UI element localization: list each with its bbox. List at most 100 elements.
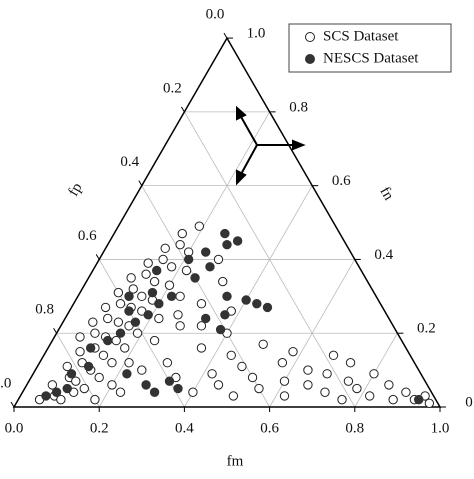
data-point [279, 391, 290, 401]
data-point [79, 383, 89, 394]
data-point [75, 346, 85, 357]
direction-arrows [236, 105, 306, 186]
data-point [75, 332, 85, 342]
data-point [365, 391, 375, 401]
data-point [183, 254, 194, 265]
data-point [320, 387, 330, 397]
data-point [173, 383, 183, 394]
data-point [113, 287, 124, 298]
data-point [88, 317, 98, 327]
data-point [241, 295, 251, 305]
data-point [164, 280, 175, 290]
fn-tick-label: 1.0 [247, 26, 266, 42]
data-point [343, 376, 354, 386]
data-point [158, 254, 168, 265]
data-point [132, 328, 143, 338]
data-point [213, 254, 224, 265]
data-point [115, 328, 126, 338]
data-point [56, 394, 66, 405]
data-point [83, 361, 94, 372]
data-point [122, 369, 132, 379]
data-point [201, 247, 211, 257]
tick-mark [95, 254, 100, 260]
data-point [160, 243, 170, 254]
data-point [66, 369, 77, 379]
data-point [166, 291, 177, 302]
fn-tick-label: 0.2 [417, 321, 436, 337]
data-point [71, 376, 81, 386]
grid-line [141, 185, 270, 408]
data-point [124, 306, 134, 316]
data-point [152, 265, 162, 276]
data-point [98, 350, 109, 361]
data-point [175, 291, 185, 302]
data-point [222, 291, 232, 302]
data-point [130, 317, 141, 327]
data-point [115, 299, 126, 309]
data-point [279, 376, 290, 386]
fp-tick-label: 0.2 [163, 80, 182, 96]
legend-marker [305, 32, 315, 42]
data-point [175, 239, 185, 250]
data-point [322, 369, 332, 379]
legend-label: NESCS Dataset [323, 50, 419, 66]
data-point [107, 358, 117, 368]
data-point [128, 284, 138, 294]
data-point [177, 228, 187, 239]
data-point [141, 269, 151, 279]
grid-line [56, 333, 100, 408]
data-point [258, 339, 268, 349]
fp-tick-label: 0.6 [78, 228, 97, 244]
legend-label: SCS Dataset [323, 28, 399, 44]
data-point [143, 310, 153, 320]
data-point [124, 358, 134, 368]
data-point [143, 258, 153, 268]
data-point [384, 380, 394, 390]
data-point [154, 299, 164, 309]
data-point [94, 372, 104, 383]
data-point [51, 387, 62, 397]
grid-line [184, 111, 356, 408]
data-point [124, 291, 134, 302]
legend-marker [305, 54, 315, 64]
data-point [401, 387, 411, 397]
data-point [215, 324, 226, 335]
triangle-frame [12, 36, 442, 408]
data-point [126, 273, 136, 283]
axis-title: fm [227, 453, 244, 469]
fm-tick-label: 0.8 [345, 420, 364, 436]
data-point [288, 346, 298, 357]
data-point [90, 394, 100, 405]
data-point [100, 302, 111, 313]
fm-tick-label: 1.0 [431, 420, 450, 436]
data-point [254, 383, 264, 394]
data-point [154, 313, 164, 324]
data-point [41, 391, 51, 401]
data-point [424, 398, 435, 409]
data-point [173, 310, 183, 320]
data-point [149, 387, 160, 397]
data-point [149, 276, 160, 287]
data-point [103, 335, 113, 346]
data-point [277, 358, 288, 368]
data-point [90, 328, 100, 338]
fn-tick-label: 0.4 [374, 247, 393, 263]
data-point [328, 350, 339, 361]
data-point [226, 350, 236, 361]
fn-tick-label: 0 [465, 394, 473, 410]
data-point [369, 369, 379, 379]
data-point [162, 358, 173, 368]
data-point [181, 265, 192, 276]
fp-tick-label: 0.0 [206, 7, 225, 23]
data-point [103, 313, 113, 324]
data-point [228, 391, 239, 401]
data-point [345, 358, 356, 368]
data-point [232, 236, 243, 246]
data-point [62, 383, 72, 394]
data-point [237, 361, 247, 372]
data-point [196, 321, 207, 331]
data-point [352, 383, 362, 394]
data-point [220, 228, 230, 239]
data-point [137, 291, 147, 302]
